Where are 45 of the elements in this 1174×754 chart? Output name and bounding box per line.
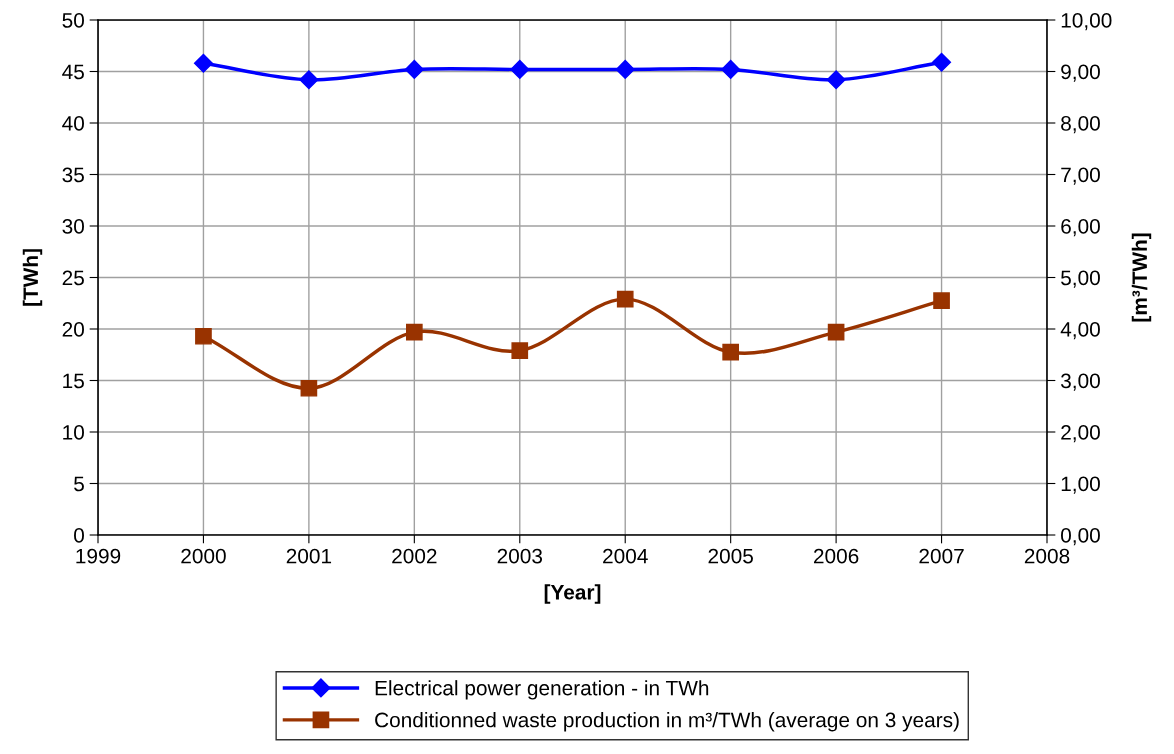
y2-tick-label: 2,00	[1061, 425, 1100, 443]
x-tick-label: 2003	[497, 548, 543, 564]
y2-tick-label: 0,00	[1061, 528, 1100, 546]
y2-tick-label: 10,00	[1061, 13, 1112, 31]
point	[300, 379, 318, 397]
x-tick-label: 2004	[603, 548, 648, 564]
x-axis-title: [Year]	[544, 584, 601, 604]
point	[722, 343, 740, 361]
legend-label: Electrical power generation - in TWh	[375, 680, 709, 700]
legend-label: Conditionned waste production in m³/TWh (average on 3 years)	[375, 712, 959, 732]
y-tick-label: 30	[62, 219, 84, 234]
y2-tick-label: 9,00	[1061, 64, 1100, 82]
y-tick-label: 35	[62, 167, 84, 183]
point	[933, 292, 950, 310]
point	[195, 327, 212, 345]
y2-tick-label: 3,00	[1060, 373, 1100, 391]
x-tick-label: 1999	[76, 548, 121, 564]
y2-tick-label: 7,00	[1061, 167, 1100, 185]
point	[616, 290, 634, 308]
y-tick-label: 15	[63, 373, 84, 389]
x-tick-label: 2001	[286, 548, 332, 564]
y2-tick-label: 1,00	[1061, 476, 1100, 494]
y2-tick-label: 4,00	[1060, 322, 1100, 340]
y-tick-label: 0	[74, 528, 84, 543]
x-tick-label: 2007	[919, 548, 964, 564]
y-tick-label: 40	[62, 116, 84, 131]
y2-tick-label: 5,00	[1061, 270, 1100, 288]
y-tick-label: 10	[63, 425, 84, 440]
y-tick-label: 25	[62, 270, 84, 286]
point	[511, 342, 529, 359]
point	[405, 323, 423, 341]
y-axis-title: [TWh]	[22, 249, 43, 306]
x-tick-label: 2008	[1024, 548, 1070, 564]
point	[827, 323, 845, 341]
y2-tick-label: 8,00	[1061, 116, 1100, 134]
y-tick-label: 45	[62, 64, 84, 80]
x-tick-label: 2005	[708, 548, 753, 564]
x-tick-label: 2002	[392, 548, 437, 564]
x-tick-label: 2006	[813, 548, 859, 564]
y-tick-label: 5	[74, 476, 84, 492]
x-tick-label: 2000	[181, 548, 226, 564]
y2-tick-label: 6,00	[1061, 219, 1100, 237]
y-tick-label: 20	[62, 322, 84, 337]
y2-axis-title: [m³/TWh]	[1131, 233, 1152, 322]
y-tick-label: 50	[62, 13, 84, 28]
